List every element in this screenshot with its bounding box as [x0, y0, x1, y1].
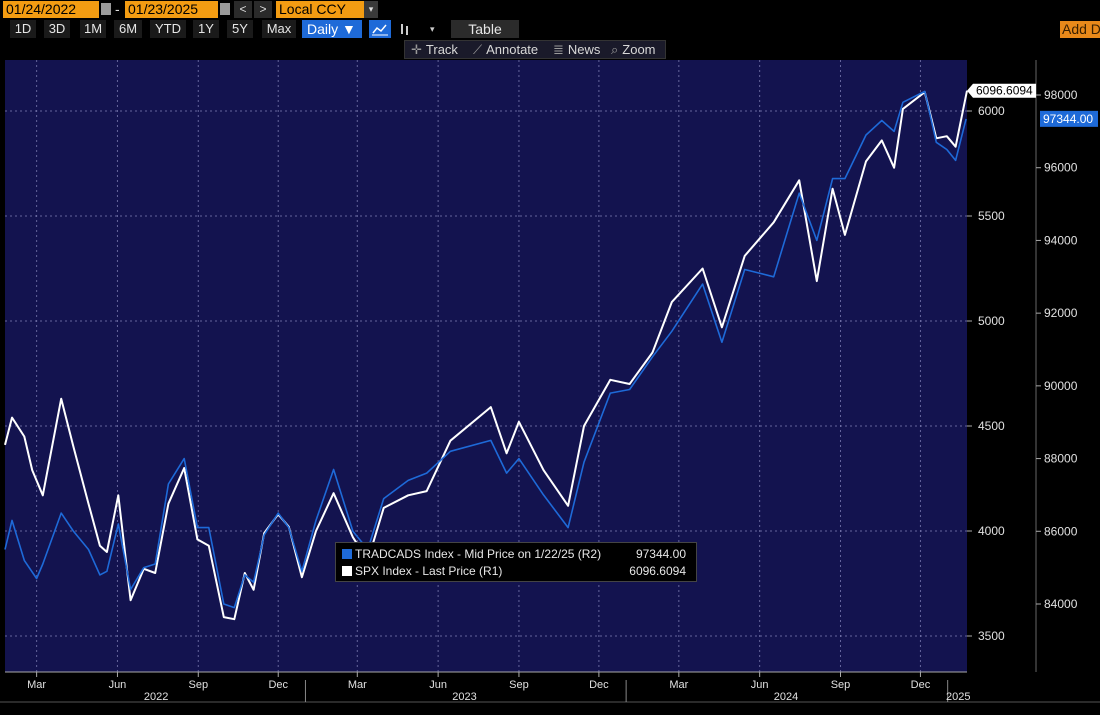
x-tick-label: Dec	[268, 679, 288, 691]
pencil-icon: ⟋	[473, 42, 483, 57]
chevron-down-icon[interactable]: ▾	[364, 1, 378, 18]
end-date-field[interactable]: 01/23/2025	[125, 1, 218, 18]
x-tick-label: Sep	[509, 679, 529, 691]
axes: 3500 4000 4500 5000 5500 6000 84000 86000 88000 9…	[0, 60, 1100, 703]
chart-tools: ✛ Track ⟋ Annotate ≣ News ⌕ Zoom	[404, 40, 666, 59]
y-right-tick-label: 90000	[1044, 379, 1078, 393]
x-tick-label: Jun	[429, 679, 447, 691]
last-value-spx: 6096.6094	[967, 83, 1036, 98]
range-1y-button[interactable]: 1Y	[193, 20, 219, 38]
magnifier-icon: ⌕	[611, 42, 619, 57]
y-right-tick-label: 92000	[1044, 306, 1078, 320]
news-label: News	[567, 42, 601, 57]
y-left-tick-label: 5500	[978, 209, 1005, 223]
range-6m-button[interactable]: 6M	[114, 20, 142, 38]
annotate-tool[interactable]: ⟋ Annotate	[473, 41, 538, 58]
prev-period-button[interactable]: <	[234, 1, 252, 18]
y-left-tick-label: 6000	[978, 104, 1005, 118]
y-left-tick-label: 5000	[978, 314, 1005, 328]
bar-chart-icon[interactable]	[396, 20, 414, 38]
y-right-tick-label: 86000	[1044, 524, 1078, 538]
legend-item-spx: SPX Index - Last Price (R1) 6096.6094	[342, 563, 692, 579]
series-line-tradcads	[4, 90, 967, 609]
y-right-tick-label: 94000	[1044, 233, 1078, 247]
range-1m-button[interactable]: 1M	[80, 20, 106, 38]
x-tick-label: Sep	[831, 679, 851, 691]
legend-swatch	[342, 566, 352, 576]
legend-item-tradcads: TRADCADS Index - Mid Price on 1/22/25 (R…	[342, 546, 692, 562]
x-tick-label: Dec	[589, 679, 609, 691]
legend-value: 97344.00	[635, 547, 686, 561]
chevron-down-icon[interactable]: ▾	[430, 24, 435, 34]
y-left-tick-label: 4000	[978, 524, 1005, 538]
y-right-tick-label: 98000	[1044, 88, 1078, 102]
series-layer	[4, 90, 968, 621]
x-tick-label: Sep	[188, 679, 208, 691]
track-label: Track	[425, 42, 458, 57]
frequency-select[interactable]: Daily ▼	[302, 20, 362, 38]
track-tool[interactable]: ✛ Track	[411, 41, 458, 58]
calendar-icon[interactable]	[220, 3, 230, 15]
toolbar: 01/24/2022 - 01/23/2025 < > Local CCY ▾	[0, 0, 1100, 20]
range-ytd-button[interactable]: YTD	[150, 20, 186, 38]
line-chart-icon[interactable]	[369, 20, 391, 38]
range-bar: 1D 3D 1M 6M YTD 1Y 5Y Max Daily ▼ ▾ Tabl…	[0, 20, 1100, 38]
zoom-label: Zoom	[622, 42, 656, 57]
last-value-box	[967, 83, 1036, 98]
legend-swatch	[342, 549, 352, 559]
y-left-tick-label: 3500	[978, 629, 1005, 643]
y-right-tick-label: 96000	[1044, 161, 1078, 175]
annotate-label: Annotate	[486, 42, 539, 57]
news-tool[interactable]: ≣ News	[553, 41, 600, 58]
last-value-text: 97344.00	[1043, 112, 1093, 126]
year-label: 2022	[144, 691, 168, 703]
x-tick-label: Jun	[109, 679, 127, 691]
range-1d-button[interactable]: 1D	[10, 20, 36, 38]
range-max-button[interactable]: Max	[262, 20, 296, 38]
year-label: 2023	[452, 691, 476, 703]
x-tick-label: Jun	[751, 679, 769, 691]
legend-label: SPX Index - Last Price (R1)	[355, 564, 503, 578]
add-data-button[interactable]: Add Data	[1060, 21, 1100, 38]
series-line-spx	[4, 90, 968, 621]
last-value-text: 6096.6094	[976, 84, 1033, 98]
y-right-tick-label: 84000	[1044, 597, 1078, 611]
table-button[interactable]: Table	[451, 20, 519, 38]
next-period-button[interactable]: >	[254, 1, 272, 18]
last-value-box	[1040, 110, 1098, 127]
legend-value: 6096.6094	[629, 564, 686, 578]
last-value-tradcads: 97344.00	[1040, 110, 1098, 127]
start-date-field[interactable]: 01/24/2022	[3, 1, 99, 18]
legend-label: TRADCADS Index - Mid Price on 1/22/25 (R…	[355, 547, 602, 561]
year-label: 2025	[946, 691, 970, 703]
zoom-tool[interactable]: ⌕ Zoom	[611, 41, 656, 58]
year-label: 2024	[774, 691, 798, 703]
date-separator: -	[115, 1, 120, 17]
y-right-tick-label: 88000	[1044, 452, 1078, 466]
calendar-icon[interactable]	[101, 3, 111, 15]
x-tick-label: Mar	[348, 679, 367, 691]
news-icon: ≣	[553, 42, 564, 57]
range-5y-button[interactable]: 5Y	[227, 20, 253, 38]
y-left-tick-label: 4500	[978, 419, 1005, 433]
currency-select[interactable]: Local CCY	[276, 1, 364, 18]
chart-legend: TRADCADS Index - Mid Price on 1/22/25 (R…	[335, 542, 697, 582]
x-tick-label: Mar	[669, 679, 688, 691]
crosshair-icon: ✛	[411, 42, 422, 57]
range-3d-button[interactable]: 3D	[44, 20, 70, 38]
x-tick-label: Mar	[27, 679, 46, 691]
x-tick-label: Dec	[911, 679, 931, 691]
